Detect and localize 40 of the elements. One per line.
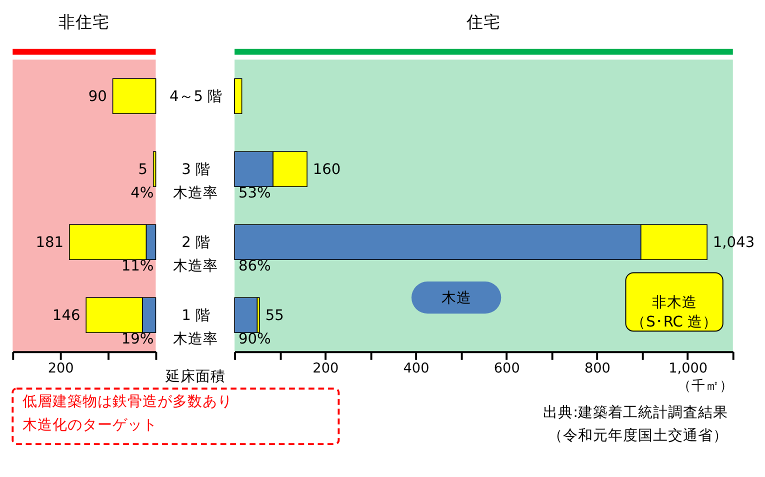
annotation: 19% [121, 330, 154, 348]
annotation: 4% [130, 184, 154, 202]
total-label: 1,043 [712, 234, 755, 251]
bar [112, 78, 156, 114]
x-tick-label: 400 [403, 360, 430, 377]
annotation: 86% [238, 257, 272, 274]
text: 非木造（S･RC 造） [631, 294, 718, 330]
x-tick-label: 800 [584, 360, 610, 377]
text: 延床面積 [164, 368, 226, 385]
y-tick-label: 1 階 [182, 306, 211, 324]
chart-title: 住宅 [466, 12, 501, 32]
bar [234, 78, 242, 114]
chart-title: 非住宅 [58, 12, 110, 32]
annotation: 53% [238, 184, 272, 202]
x-tick-label: 1,000 [668, 360, 708, 377]
annotation: 11% [121, 257, 154, 274]
x-tick-label: 200 [312, 360, 339, 377]
text: 木造率 [173, 330, 218, 348]
total-label: 90 [88, 88, 107, 105]
y-tick-label: 4～5 階 [170, 88, 223, 105]
text: （令和元年度国土交通省） [548, 427, 728, 444]
total-label: 55 [265, 306, 284, 324]
total-label: 146 [52, 306, 80, 324]
x-tick-label: 200 [48, 360, 74, 377]
total-label: 5 [138, 160, 148, 178]
total-label: 160 [312, 160, 341, 178]
y-tick-label: 2 階 [182, 234, 211, 251]
total-label: 181 [36, 234, 64, 251]
text: 木造 [441, 289, 472, 306]
x-tick-label: 600 [494, 360, 520, 377]
y-tick-label: 3 階 [182, 160, 211, 178]
annotation: 90% [238, 330, 272, 348]
bar [152, 151, 156, 188]
source-note: 出典:建築着工統計調査結果 [543, 404, 728, 421]
text: 木造率 [173, 184, 218, 202]
text: 木造率 [173, 257, 218, 274]
bar [234, 297, 258, 334]
x-axis-title: （千㎡） [677, 378, 734, 394]
text: 低層建築物は鉄骨造が多数あり [22, 393, 232, 410]
text: 木造化のターゲット [22, 416, 158, 434]
